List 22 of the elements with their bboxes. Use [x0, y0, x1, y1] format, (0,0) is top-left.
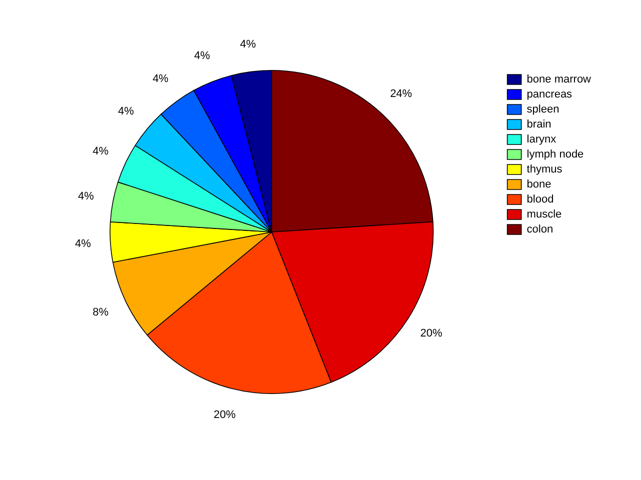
data-label: 24% — [390, 88, 412, 100]
legend-label: bone marrow — [526, 74, 592, 86]
data-label: 4% — [75, 238, 92, 250]
data-label: 4% — [194, 50, 210, 62]
legend-label: spleen — [526, 104, 560, 116]
data-label: 4% — [92, 146, 109, 158]
legend-label: pancreas — [526, 88, 573, 101]
data-label: 4% — [78, 190, 94, 203]
legend-label: blood — [526, 194, 554, 206]
data-label: 8% — [92, 306, 109, 319]
data-label: 4% — [118, 106, 134, 118]
legend-label: brain — [526, 118, 552, 131]
legend-label: thymus — [526, 164, 563, 176]
data-label: 20% — [420, 327, 443, 340]
data-label: 4% — [152, 73, 169, 86]
legend-label: colon — [526, 224, 554, 236]
legend-label: larynx — [526, 134, 557, 146]
legend-label: lymph node — [526, 148, 584, 161]
data-label: 4% — [240, 38, 256, 50]
legend-label: muscle — [526, 208, 562, 221]
data-label: 20% — [214, 409, 236, 422]
legend-label: bone — [526, 178, 552, 191]
